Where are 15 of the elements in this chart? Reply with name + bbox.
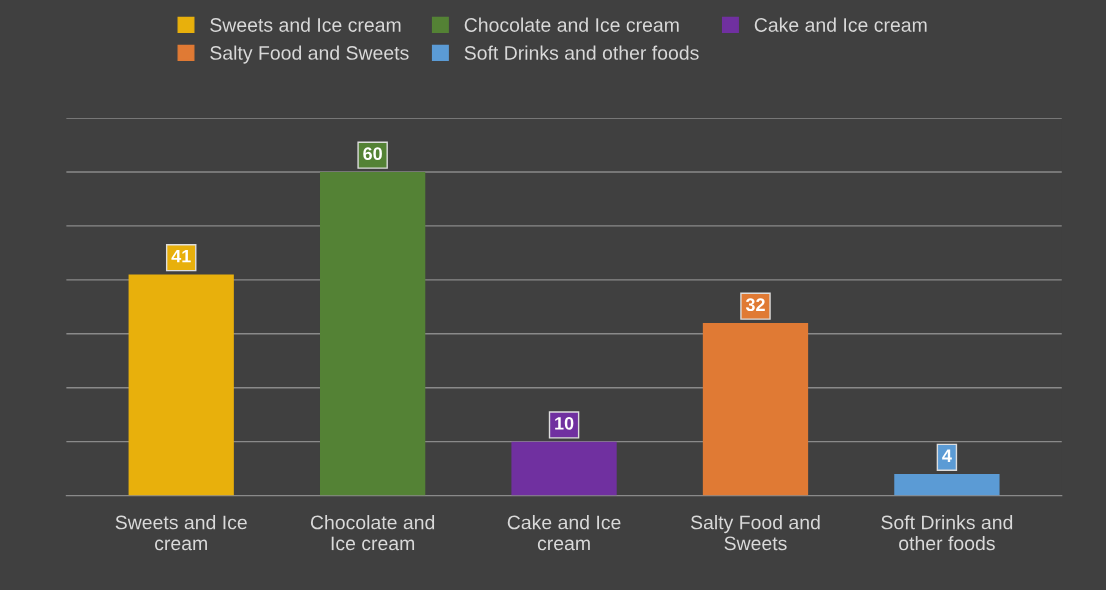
data-label: 32 bbox=[745, 298, 765, 312]
x-tick-label: Cake and Ice cream bbox=[507, 515, 621, 551]
data-label: 60 bbox=[363, 147, 382, 161]
x-tick-label: Sweets and Ice cream bbox=[115, 515, 247, 551]
data-label: 41 bbox=[171, 249, 191, 263]
legend-label: Cake and Ice cream bbox=[754, 17, 927, 32]
x-tick-label: Chocolate and Ice cream bbox=[310, 515, 435, 551]
x-tick-label: Soft Drinks and other foods bbox=[881, 515, 1013, 551]
legend-label: Soft Drinks and other foods bbox=[464, 45, 699, 60]
data-label: 4 bbox=[942, 449, 952, 462]
legend-label: Chocolate and Ice cream bbox=[464, 17, 679, 32]
legend-label: Salty Food and Sweets bbox=[210, 45, 409, 64]
x-tick-label: Salty Food and Sweets bbox=[690, 515, 820, 551]
legend-label: Sweets and Ice cream bbox=[210, 17, 401, 32]
data-label: 10 bbox=[555, 416, 574, 430]
